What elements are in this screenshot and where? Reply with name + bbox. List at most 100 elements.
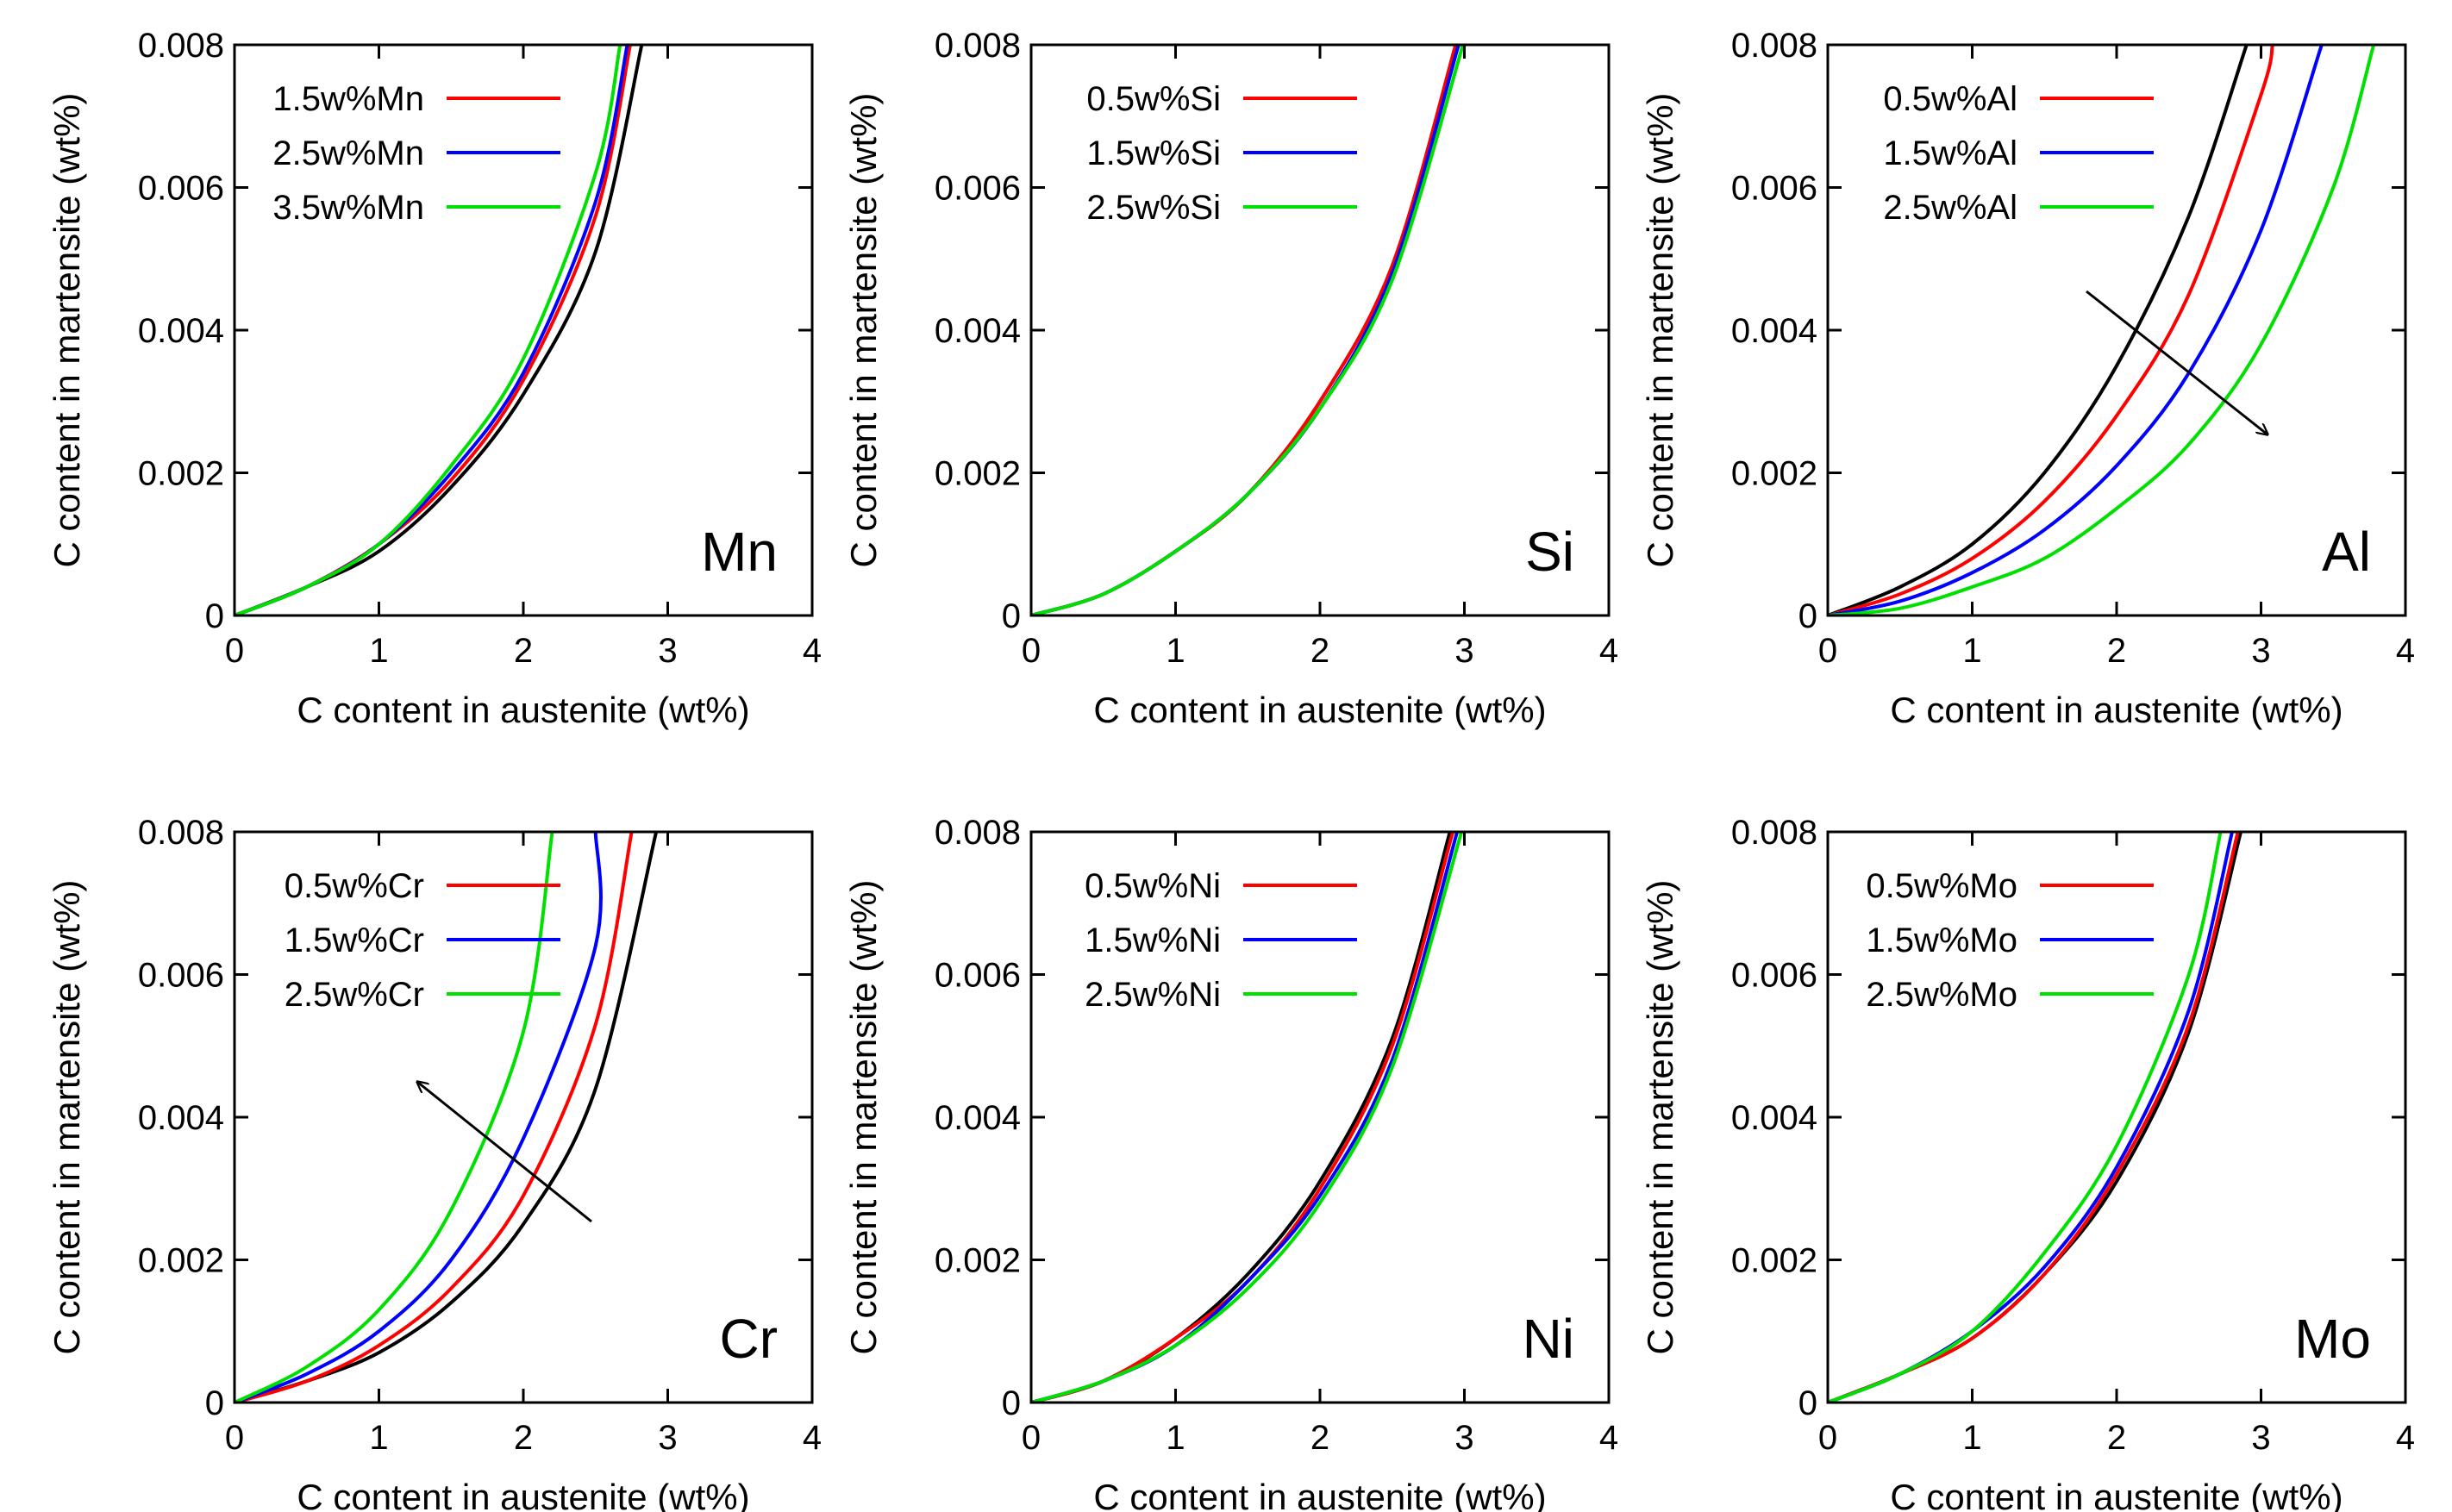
y-axis-label: C content in martensite (wt%) xyxy=(843,93,884,568)
plot-frame xyxy=(1826,43,2407,617)
plot-frame xyxy=(1029,43,1611,617)
x-tick-label: 1 xyxy=(369,1419,388,1457)
y-tick-label: 0.006 xyxy=(1731,170,1817,208)
x-tick-label: 0 xyxy=(225,1419,244,1457)
x-tick-label: 4 xyxy=(803,632,822,670)
y-tick-label: 0.008 xyxy=(138,27,224,65)
legend-label: 2.5w%Al xyxy=(1883,189,2017,227)
panel-cr: 0 1 2 3 4 0 0.002 0.004 0.006 0.008 C content in a… xyxy=(47,814,822,1512)
x-tick-label: 2 xyxy=(2107,1419,2126,1457)
legend: 0.5w%Ni 1.5w%Ni 2.5w%Ni xyxy=(1085,867,1357,1014)
y-axis-label: C content in martensite (wt%) xyxy=(1640,93,1680,568)
legend-label: 2.5w%Mo xyxy=(1866,976,2017,1014)
y-tick-label: 0 xyxy=(1002,597,1021,635)
y-axis-label: C content in martensite (wt%) xyxy=(1640,880,1680,1355)
y-axis-label: C content in martensite (wt%) xyxy=(843,880,884,1355)
legend-label: 0.5w%Mo xyxy=(1866,867,2017,905)
legend: 1.5w%Mn 2.5w%Mn 3.5w%Mn xyxy=(272,80,560,227)
x-tick-label: 0 xyxy=(1818,632,1837,670)
series-line-reference xyxy=(235,832,659,1403)
series-line-2-5w-cr xyxy=(235,832,554,1403)
y-tick-label: 0.008 xyxy=(1731,27,1817,65)
y-tick-label: 0.008 xyxy=(935,814,1021,852)
y-tick-label: 0 xyxy=(1002,1384,1021,1422)
x-tick-label: 0 xyxy=(1818,1419,1837,1457)
legend-label: 2.5w%Mn xyxy=(272,134,424,172)
legend: 0.5w%Cr 1.5w%Cr 2.5w%Cr xyxy=(285,867,560,1014)
x-axis-label: C content in austenite (wt%) xyxy=(1093,690,1546,730)
series-line-2-5w-mn xyxy=(235,45,629,615)
panel-element-tag: Cr xyxy=(719,1308,778,1370)
y-tick-label: 0 xyxy=(1798,1384,1817,1422)
y-tick-label: 0.004 xyxy=(935,312,1021,350)
series-line-reference xyxy=(1828,832,2242,1403)
y-tick-label: 0.006 xyxy=(138,170,224,208)
legend-label: 1.5w%Mn xyxy=(272,80,424,118)
panel-mn: 0 1 2 3 4 0 0.002 0.004 0.006 0.008 C content in a… xyxy=(47,27,822,730)
legend-label: 2.5w%Cr xyxy=(285,976,424,1014)
legend-label: 2.5w%Si xyxy=(1086,189,1221,227)
series-line-reference xyxy=(1828,45,2249,615)
legend-label: 1.5w%Al xyxy=(1883,134,2017,172)
y-tick-label: 0.004 xyxy=(138,1099,224,1137)
x-tick-label: 1 xyxy=(1962,632,1981,670)
x-tick-label: 4 xyxy=(803,1419,822,1457)
y-tick-label: 0.002 xyxy=(1731,1242,1817,1280)
y-tick-label: 0 xyxy=(205,1384,224,1422)
y-tick-label: 0.004 xyxy=(935,1099,1021,1137)
x-axis-label: C content in austenite (wt%) xyxy=(297,1477,749,1512)
y-tick-label: 0.006 xyxy=(138,957,224,995)
x-tick-label: 4 xyxy=(1599,1419,1618,1457)
panel-element-tag: Si xyxy=(1525,521,1574,583)
x-tick-label: 3 xyxy=(658,632,677,670)
y-tick-label: 0.008 xyxy=(935,27,1021,65)
series-line-2-5w-mo xyxy=(1828,832,2223,1403)
panel-ni: 0 1 2 3 4 0 0.002 0.004 0.006 0.008 C content in a… xyxy=(843,814,1618,1512)
series-line-1-5w-cr xyxy=(235,832,603,1403)
x-tick-label: 2 xyxy=(514,1419,533,1457)
x-tick-label: 3 xyxy=(1454,632,1473,670)
series-line-0-5w-mo xyxy=(1828,832,2240,1403)
y-tick-label: 0.002 xyxy=(935,455,1021,493)
x-tick-label: 2 xyxy=(1310,1419,1329,1457)
x-tick-label: 1 xyxy=(1166,1419,1185,1457)
x-tick-label: 2 xyxy=(514,632,533,670)
series-line-1-5w-al xyxy=(1828,45,2324,615)
series-line-0-5w-ni xyxy=(1031,832,1455,1403)
y-tick-label: 0.004 xyxy=(1731,312,1817,350)
y-tick-label: 0 xyxy=(205,597,224,635)
series-line-2-5w-si xyxy=(1031,45,1465,615)
series-line-2-5w-ni xyxy=(1031,832,1464,1403)
y-tick-label: 0.006 xyxy=(1731,957,1817,995)
x-axis-label: C content in austenite (wt%) xyxy=(1890,1477,2343,1512)
y-axis-label: C content in martensite (wt%) xyxy=(47,93,87,568)
y-tick-label: 0.002 xyxy=(935,1242,1021,1280)
x-tick-label: 2 xyxy=(2107,632,2126,670)
y-tick-label: 0.006 xyxy=(935,170,1021,208)
x-tick-label: 4 xyxy=(2396,632,2415,670)
y-tick-label: 0.008 xyxy=(1731,814,1817,852)
panel-si: 0 1 2 3 4 0 0.002 0.004 0.006 0.008 C content in a… xyxy=(843,27,1618,730)
legend-label: 1.5w%Ni xyxy=(1085,922,1221,959)
x-tick-label: 3 xyxy=(2251,1419,2270,1457)
x-tick-label: 0 xyxy=(1022,632,1041,670)
y-tick-label: 0.002 xyxy=(138,1242,224,1280)
x-tick-label: 1 xyxy=(1166,632,1185,670)
x-tick-label: 0 xyxy=(225,632,244,670)
panel-element-tag: Mn xyxy=(701,521,778,583)
series-line-0-5w-si xyxy=(1031,45,1458,615)
y-tick-label: 0.008 xyxy=(138,814,224,852)
legend-label: 1.5w%Si xyxy=(1086,134,1221,172)
legend-label: 1.5w%Cr xyxy=(285,922,424,959)
panel-al: 0 1 2 3 4 0 0.002 0.004 0.006 0.008 C content in a… xyxy=(1640,27,2415,730)
y-tick-label: 0.004 xyxy=(1731,1099,1817,1137)
x-axis-label: C content in austenite (wt%) xyxy=(297,690,749,730)
series-line-1-5w-ni xyxy=(1031,832,1460,1403)
legend: 0.5w%Al 1.5w%Al 2.5w%Al xyxy=(1883,80,2154,227)
series-line-3-5w-mn xyxy=(235,45,622,615)
trend-arrow xyxy=(2086,290,2267,434)
x-tick-label: 4 xyxy=(1599,632,1618,670)
legend-label: 1.5w%Mo xyxy=(1866,922,2017,959)
x-tick-label: 1 xyxy=(1962,1419,1981,1457)
